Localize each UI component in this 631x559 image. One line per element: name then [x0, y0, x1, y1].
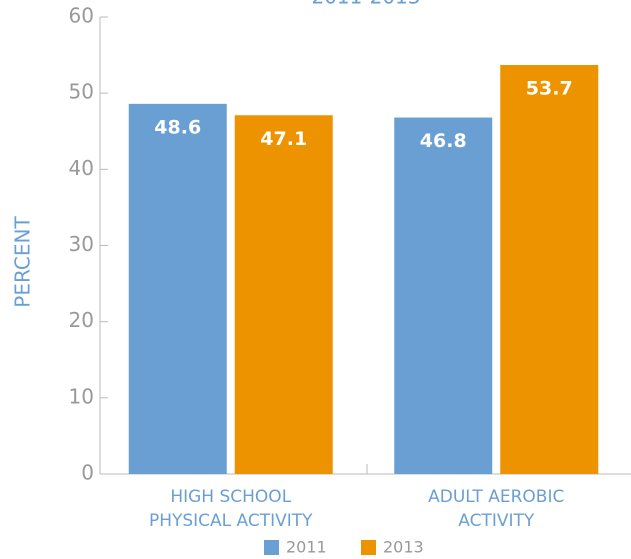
x-tick-label: ADULT AEROBIC	[428, 487, 564, 507]
value-label: 48.6	[154, 116, 201, 138]
bar	[234, 115, 333, 474]
y-tick-label: 20	[69, 308, 94, 332]
value-label: 47.1	[260, 128, 307, 150]
y-tick-label: 50	[69, 80, 94, 104]
legend-label: 2011	[286, 538, 327, 557]
legend-swatch	[361, 540, 376, 555]
y-tick-label: 30	[69, 232, 94, 256]
bar	[500, 64, 599, 475]
y-axis-label: PERCENT	[11, 216, 35, 308]
y-tick-label: 0	[81, 461, 94, 485]
x-tick-label: PHYSICAL ACTIVITY	[149, 511, 313, 531]
y-tick-label: 60	[69, 4, 94, 28]
x-tick-label: HIGH SCHOOL	[170, 487, 291, 507]
value-label: 53.7	[526, 77, 573, 99]
value-label: 46.8	[420, 130, 467, 152]
bar	[394, 117, 493, 474]
legend-swatch	[264, 540, 279, 555]
legend-label: 2013	[383, 538, 424, 557]
x-tick-label: ACTIVITY	[458, 511, 535, 531]
y-tick-label: 10	[69, 384, 94, 408]
y-tick-label: 40	[69, 156, 94, 180]
bar	[128, 103, 227, 474]
chart-title: 2011-2013	[311, 0, 420, 9]
